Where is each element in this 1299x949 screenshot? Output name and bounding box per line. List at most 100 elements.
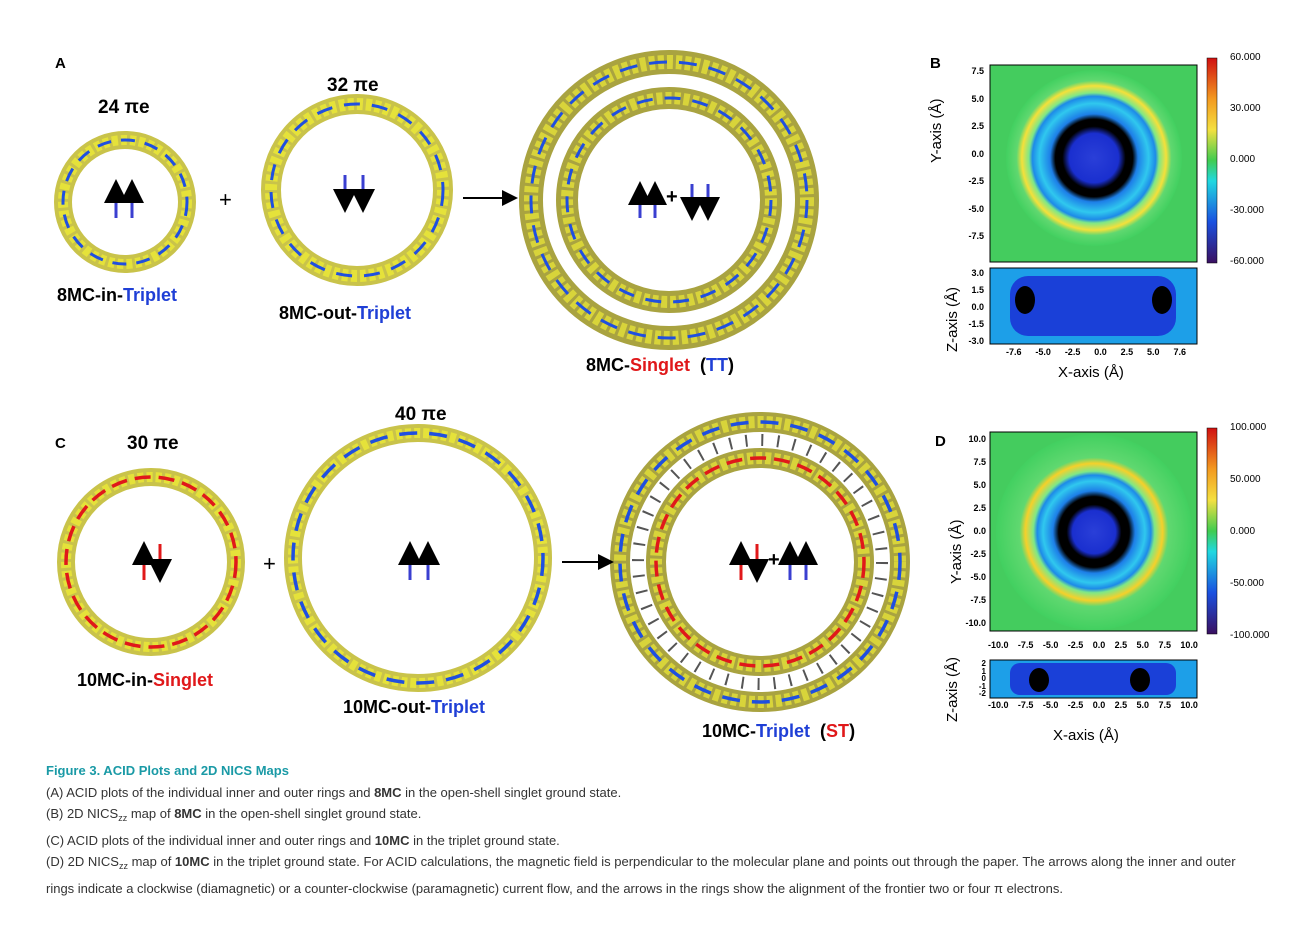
label-10mc-in-singlet: 10MC-in-Singlet bbox=[77, 670, 214, 690]
z-tick-list: 2 1 0 -1 -2 bbox=[966, 660, 986, 698]
colorbar-label: 50.000 bbox=[1230, 474, 1261, 485]
z-tick: 2 bbox=[981, 659, 986, 668]
spin-arrows-8mc-combined bbox=[628, 181, 720, 221]
label-10mc-out-triplet: 10MC-out-Triplet bbox=[343, 697, 486, 717]
z-tick: 0 bbox=[981, 674, 986, 683]
caption-line-c: (C) ACID plots of the individual inner a… bbox=[46, 832, 560, 848]
z-tick: 1 bbox=[981, 666, 986, 676]
x-tick: -7.5 bbox=[1017, 700, 1034, 710]
x-tick: 0.0 bbox=[1094, 347, 1107, 357]
label-8mc-out-triplet: 8MC-out-Triplet bbox=[279, 303, 411, 323]
x-tick: 5.0 bbox=[1147, 347, 1160, 357]
z-tick: -2 bbox=[978, 689, 986, 698]
ring-10mc-combined bbox=[610, 412, 910, 712]
z-tick-list: 3.0 1.5 0.0 -1.5 -3.0 bbox=[962, 268, 984, 346]
colorbar-label: 60.000 bbox=[1230, 52, 1261, 63]
label-8mc-in-triplet: 8MC-in-Triplet bbox=[57, 285, 178, 305]
x-axis-title: X-axis (Å) bbox=[1058, 364, 1124, 381]
y-tick: 7.5 bbox=[973, 457, 986, 467]
label-10mc-triplet-st: 10MC-Triplet (ST) bbox=[702, 721, 856, 741]
inner-plus-sign: + bbox=[768, 549, 780, 571]
spin-arrows-8mc-in bbox=[104, 179, 144, 218]
x-tick: -10.0 bbox=[988, 700, 1009, 710]
ring-10mc-out bbox=[284, 424, 552, 692]
z-axis-title: Z-axis (Å) bbox=[944, 287, 961, 352]
colorbar-label: -50.000 bbox=[1230, 578, 1264, 589]
z-tick: -1.5 bbox=[968, 319, 984, 329]
inner-plus-sign: + bbox=[666, 186, 678, 208]
ring-8mc-in bbox=[54, 131, 196, 273]
nics-map-10mc bbox=[989, 427, 1218, 699]
y-tick: 0.0 bbox=[971, 148, 984, 159]
y-tick: -5.0 bbox=[968, 203, 984, 214]
plus-sign: + bbox=[263, 551, 276, 576]
x-tick: 5.0 bbox=[1136, 640, 1150, 650]
x-tick: 7.5 bbox=[1158, 640, 1171, 650]
ring-8mc-combined bbox=[519, 50, 819, 350]
z-tick: 3.0 bbox=[971, 268, 984, 278]
x-tick: -5.0 bbox=[1042, 700, 1059, 710]
x-tick-list: -10.0 -7.5 -5.0 -2.5 0.0 2.5 5.0 7.5 10.… bbox=[988, 640, 1198, 650]
y-tick: 0.0 bbox=[973, 526, 986, 536]
z-axis-title: Z-axis (Å) bbox=[944, 657, 961, 722]
figure-caption: Figure 3. ACID Plots and 2D NICS Maps (A… bbox=[46, 760, 1256, 899]
caption-title: Figure 3. ACID Plots and 2D NICS Maps bbox=[46, 763, 289, 778]
colorbar-label: 0.000 bbox=[1230, 154, 1256, 165]
x-tick: 7.6 bbox=[1173, 347, 1186, 357]
y-tick: 5.0 bbox=[973, 480, 986, 490]
y-tick: -5.0 bbox=[970, 572, 986, 582]
colorbar-labels: 100.000 50.000 0.000 -50.000 -100.000 bbox=[1230, 422, 1269, 641]
caption-line-d: (D) 2D NICSzz map of 10MC in the triplet… bbox=[46, 854, 1236, 896]
x-axis-title: X-axis (Å) bbox=[1053, 727, 1119, 744]
x-tick: -2.5 bbox=[1067, 640, 1084, 650]
spin-arrows-8mc-out bbox=[333, 175, 375, 213]
caption-line-a: (A) ACID plots of the individual inner a… bbox=[46, 784, 622, 800]
colorbar-label: -30.000 bbox=[1230, 205, 1264, 216]
y-tick-list: 10.0 7.5 5.0 2.5 0.0 -2.5 -5.0 -7.5 -10.… bbox=[960, 434, 986, 628]
y-axis-title: Y-axis (Å) bbox=[928, 98, 945, 163]
colorbar-labels: 60.000 30.000 0.000 -30.000 -60.000 bbox=[1230, 52, 1264, 267]
x-tick: -5.0 bbox=[1042, 640, 1059, 650]
pi-electron-count: 30 πe bbox=[127, 433, 179, 454]
x-tick: 2.5 bbox=[1114, 700, 1128, 710]
pi-electron-count: 32 πe bbox=[327, 75, 379, 96]
x-tick: 10.0 bbox=[1180, 640, 1198, 650]
spin-arrows-10mc-combined bbox=[729, 541, 818, 583]
panel-label-c: C bbox=[55, 435, 66, 452]
x-tick: -7.6 bbox=[1006, 347, 1022, 357]
panel-label-d: D bbox=[935, 433, 946, 450]
colorbar-label: -100.000 bbox=[1230, 630, 1270, 641]
x-tick: 2.5 bbox=[1114, 640, 1128, 650]
x-tick: 0.0 bbox=[1092, 700, 1106, 710]
x-tick: 10.0 bbox=[1180, 700, 1198, 710]
y-tick-list: 7.5 5.0 2.5 0.0 -2.5 -5.0 -7.5 bbox=[962, 66, 984, 259]
x-tick: -2.5 bbox=[1064, 347, 1081, 357]
spin-arrows-10mc-out bbox=[398, 541, 440, 580]
nics-map-8mc bbox=[989, 57, 1218, 345]
y-tick: -2.5 bbox=[968, 176, 984, 186]
x-tick: -2.5 bbox=[1067, 700, 1084, 710]
colorbar-label: 100.000 bbox=[1230, 422, 1267, 433]
y-tick: 2.5 bbox=[971, 121, 984, 131]
panel-label-b: B bbox=[930, 55, 941, 72]
y-tick: -2.5 bbox=[970, 549, 986, 559]
label-8mc-singlet-tt: 8MC-Singlet (TT) bbox=[586, 355, 735, 375]
ring-10mc-in bbox=[57, 468, 245, 656]
x-tick: 7.5 bbox=[1158, 700, 1171, 710]
y-tick: 2.5 bbox=[973, 503, 986, 513]
z-tick: -3.0 bbox=[968, 336, 984, 346]
y-tick: 7.5 bbox=[971, 66, 984, 76]
x-tick: -10.0 bbox=[988, 640, 1009, 650]
ring-8mc-out bbox=[261, 94, 453, 286]
x-tick: 0.0 bbox=[1092, 640, 1106, 650]
pi-electron-count: 40 πe bbox=[395, 404, 447, 425]
colorbar-label: 30.000 bbox=[1230, 103, 1261, 114]
y-tick: -10.0 bbox=[965, 618, 986, 628]
pi-electron-count: 24 πe bbox=[98, 97, 150, 118]
y-tick: -7.5 bbox=[968, 231, 984, 241]
panel-label-a: A bbox=[55, 55, 66, 72]
figure-graphics bbox=[54, 50, 1218, 712]
z-tick: 1.5 bbox=[971, 285, 984, 295]
z-tick: -1 bbox=[978, 681, 986, 691]
x-tick: 2.5 bbox=[1120, 347, 1134, 357]
